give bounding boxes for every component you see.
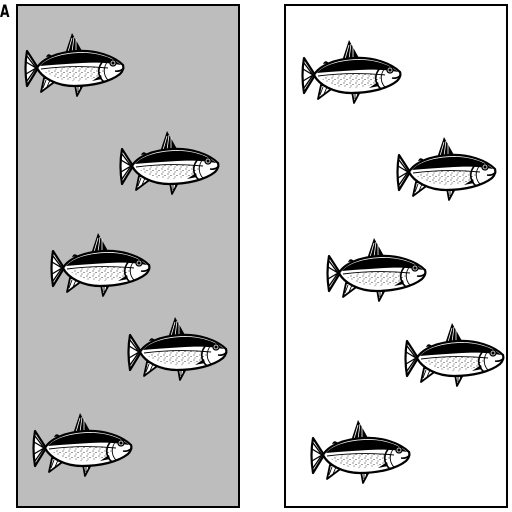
- fish-icon: [24, 31, 126, 98]
- fish-icon: [32, 411, 134, 478]
- right-tank: [284, 4, 508, 508]
- fish-icon: [404, 321, 506, 388]
- fish-icon: [50, 231, 152, 298]
- fish-icon: [326, 236, 428, 303]
- fish-icon: [396, 135, 498, 202]
- fish-icon: [301, 38, 403, 105]
- fish-icon: [310, 418, 412, 485]
- left-tank: [16, 4, 240, 508]
- panel-label: A: [0, 2, 10, 22]
- fish-icon: [127, 315, 229, 382]
- fish-icon: [119, 129, 221, 196]
